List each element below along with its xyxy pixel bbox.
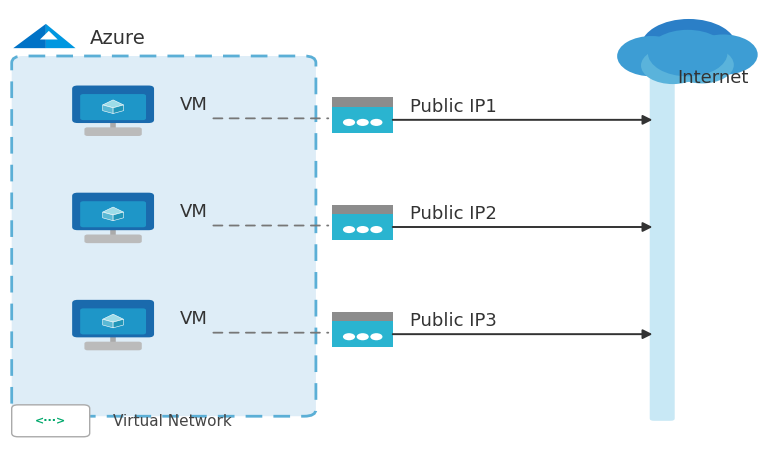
Text: Public IP3: Public IP3	[410, 312, 496, 330]
Polygon shape	[103, 314, 123, 323]
FancyBboxPatch shape	[650, 52, 675, 421]
Text: <···>: <···>	[35, 416, 66, 426]
FancyBboxPatch shape	[332, 205, 393, 215]
Polygon shape	[46, 25, 76, 49]
Text: Public IP1: Public IP1	[410, 98, 496, 116]
FancyBboxPatch shape	[332, 312, 393, 322]
Circle shape	[370, 334, 382, 340]
FancyBboxPatch shape	[332, 215, 393, 240]
Text: Virtual Network: Virtual Network	[113, 414, 232, 428]
Polygon shape	[113, 212, 123, 221]
FancyBboxPatch shape	[80, 202, 146, 228]
Circle shape	[370, 120, 382, 126]
Text: VM: VM	[179, 309, 207, 327]
FancyBboxPatch shape	[80, 95, 146, 121]
FancyBboxPatch shape	[84, 342, 142, 350]
Polygon shape	[103, 106, 113, 114]
FancyBboxPatch shape	[12, 57, 316, 416]
FancyBboxPatch shape	[80, 308, 146, 335]
FancyBboxPatch shape	[72, 193, 154, 231]
Text: Public IP2: Public IP2	[410, 205, 496, 223]
Polygon shape	[103, 207, 123, 216]
FancyBboxPatch shape	[332, 98, 393, 108]
Circle shape	[641, 48, 704, 85]
Circle shape	[343, 334, 355, 340]
FancyBboxPatch shape	[332, 108, 393, 133]
FancyBboxPatch shape	[72, 86, 154, 124]
Polygon shape	[13, 25, 46, 49]
Circle shape	[343, 120, 355, 126]
Text: Internet: Internet	[677, 68, 749, 86]
Circle shape	[370, 227, 382, 233]
Circle shape	[689, 35, 757, 76]
FancyBboxPatch shape	[72, 300, 154, 338]
Circle shape	[641, 20, 736, 76]
Polygon shape	[103, 101, 123, 109]
Polygon shape	[103, 319, 113, 328]
Circle shape	[356, 227, 369, 233]
Polygon shape	[113, 106, 123, 114]
FancyBboxPatch shape	[84, 128, 142, 136]
FancyBboxPatch shape	[332, 322, 393, 347]
Circle shape	[356, 334, 369, 340]
Polygon shape	[103, 212, 113, 221]
Polygon shape	[40, 32, 58, 40]
Circle shape	[670, 47, 734, 84]
Polygon shape	[113, 319, 123, 328]
Circle shape	[648, 31, 728, 77]
FancyBboxPatch shape	[84, 235, 142, 243]
Circle shape	[617, 37, 686, 77]
Text: Azure: Azure	[90, 29, 145, 48]
Circle shape	[343, 227, 355, 233]
Text: VM: VM	[179, 202, 207, 220]
FancyBboxPatch shape	[12, 405, 90, 437]
Text: VM: VM	[179, 96, 207, 113]
Circle shape	[356, 120, 369, 126]
